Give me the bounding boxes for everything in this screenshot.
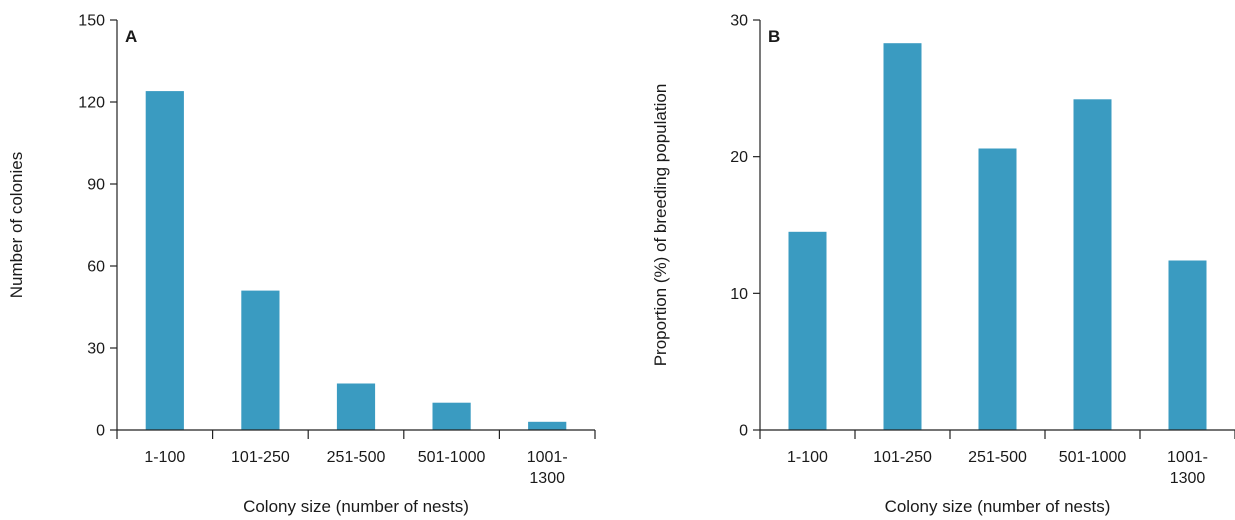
y-tick-label-a: 150: [78, 13, 105, 30]
bar-a-1: [145, 91, 184, 430]
bar-a-5: [528, 421, 567, 430]
bar-a-4: [432, 402, 471, 430]
y-tick-label-a: 60: [87, 259, 105, 276]
x-tick-label-b: 1001-1300: [1167, 449, 1208, 487]
x-tick-label-a: 1001-1300: [527, 449, 568, 487]
y-tick-label-b: 0: [739, 423, 748, 440]
x-tick-label-a: 501-1000: [418, 449, 486, 466]
y-axis-title-b: Proportion (%) of breeding population: [651, 84, 670, 367]
y-tick-label-b: 10: [730, 286, 748, 303]
y-tick-label-b: 30: [730, 13, 748, 30]
panel-b: 0 10 20 30 1-100 101-250 251-500 501-1000 1001-1…: [651, 13, 1235, 516]
bar-a-2: [241, 290, 280, 430]
x-tick-label-a: 101-250: [231, 449, 290, 466]
x-tick-label-b: 251-500: [968, 449, 1027, 466]
panel-label-b: B: [768, 27, 780, 46]
bar-a-3: [336, 383, 376, 430]
x-tick-label-a: 251-500: [327, 449, 386, 466]
y-tick-label-b: 20: [730, 149, 748, 166]
y-tick-label-a: 90: [87, 177, 105, 194]
panel-label-a: A: [125, 27, 137, 46]
bar-b-5: [1168, 260, 1207, 430]
x-axis-title-a: Colony size (number of nests): [243, 497, 469, 516]
bar-b-2: [883, 43, 922, 430]
panel-a: 0 30 60 90 120 150 1-100 101-250 251-500 501-1000…: [7, 13, 596, 516]
bar-b-3: [978, 148, 1017, 430]
y-tick-label-a: 30: [87, 341, 105, 358]
y-tick-label-a: 0: [96, 423, 105, 440]
y-axis-title-a: Number of colonies: [7, 152, 26, 298]
bar-b-4: [1073, 99, 1112, 431]
x-tick-label-a: 1-100: [144, 449, 185, 466]
y-tick-label-a: 120: [78, 95, 105, 112]
x-tick-label-b: 101-250: [873, 449, 932, 466]
bar-b-1: [788, 231, 827, 430]
x-tick-label-b: 501-1000: [1059, 449, 1127, 466]
x-axis-title-b: Colony size (number of nests): [885, 497, 1111, 516]
x-tick-label-b: 1-100: [787, 449, 828, 466]
